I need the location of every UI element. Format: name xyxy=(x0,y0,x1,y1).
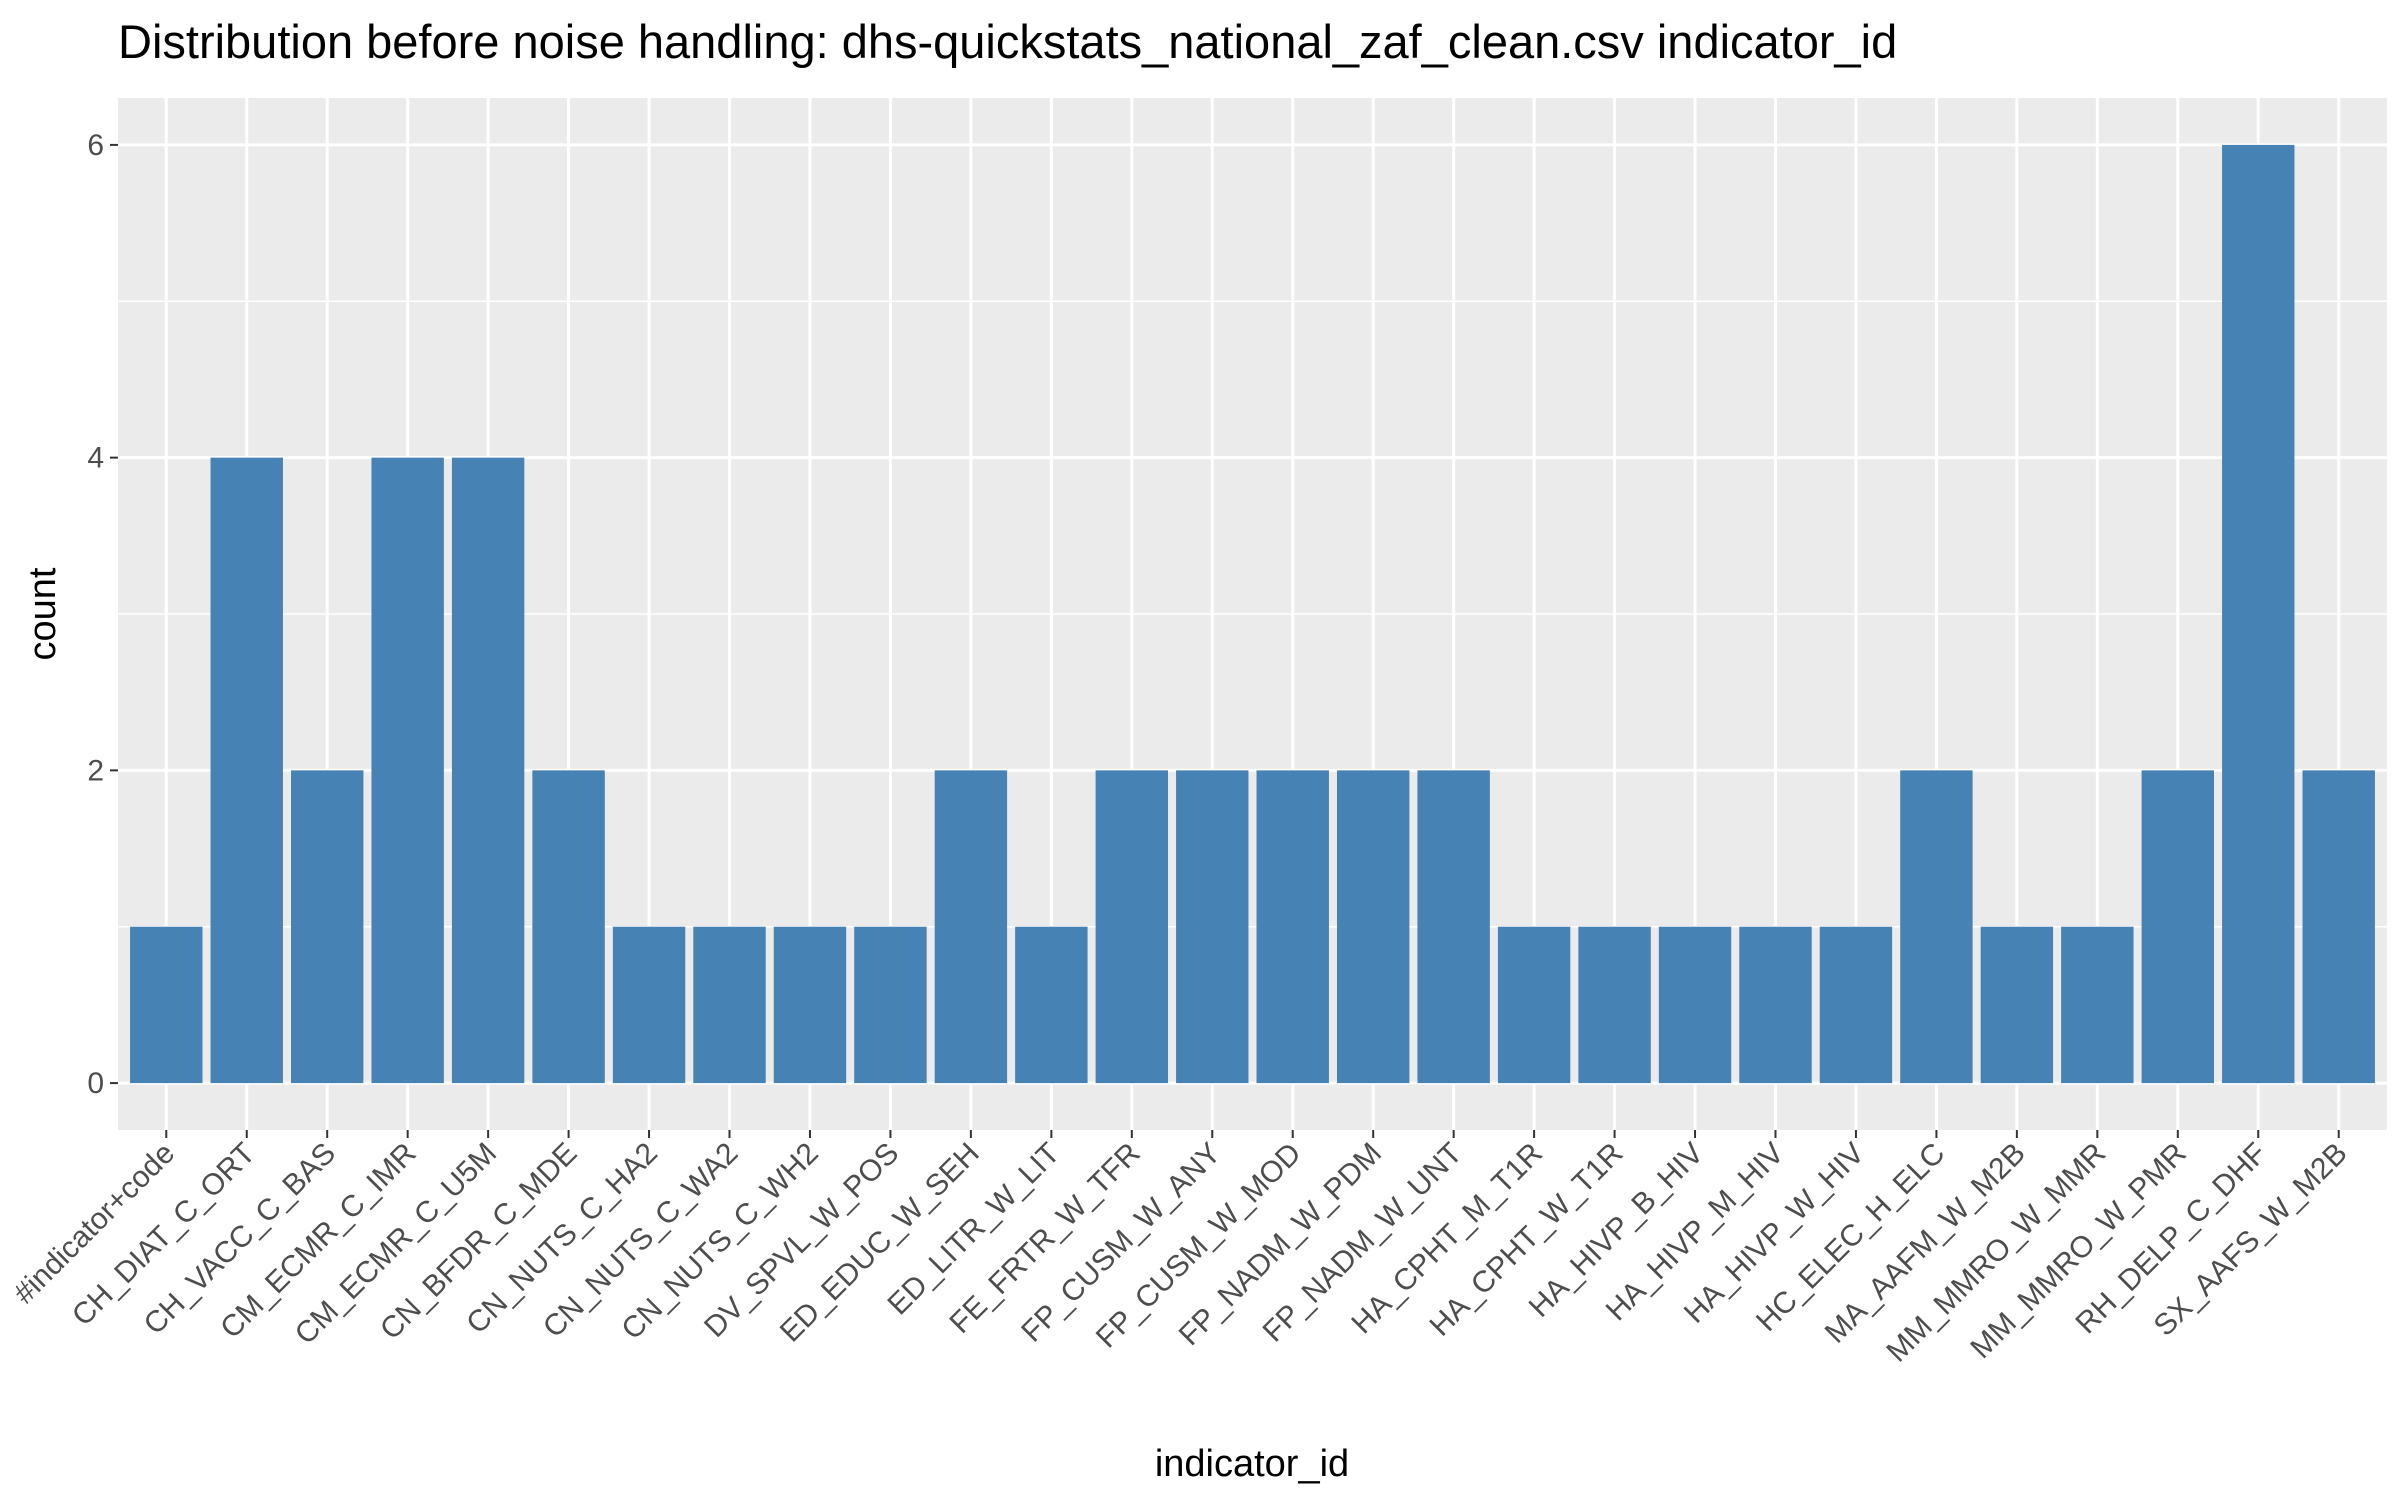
y-axis-title: count xyxy=(22,567,64,660)
bar-FE_FRTR_W_TFR xyxy=(1095,770,1169,1084)
y-tick-label: 4 xyxy=(87,442,104,475)
y-tick-label: 2 xyxy=(87,754,104,787)
bar-MM_MMRO_W_MMR xyxy=(2061,926,2134,1084)
bar-CN_NUTS_C_WA2 xyxy=(693,926,766,1084)
bar-DV_SPVL_W_POS xyxy=(854,926,927,1084)
bar-CN_NUTS_C_HA2 xyxy=(612,926,686,1084)
bar-MM_MMRO_W_PMR xyxy=(2141,770,2215,1084)
bar-HA_CPHT_M_T1R xyxy=(1497,926,1571,1084)
bar-ED_LITR_W_LIT xyxy=(1015,926,1088,1084)
bar-FP_NADM_W_PDM xyxy=(1336,770,1410,1084)
bar-HC_ELEC_H_ELC xyxy=(1900,770,1973,1084)
bar-MA_AAFM_W_M2B xyxy=(1980,926,2054,1084)
bar-CN_NUTS_C_WH2 xyxy=(773,926,847,1084)
bar-ED_EDUC_W_SEH xyxy=(934,770,1008,1084)
bar-HA_HIVP_W_HIV xyxy=(1819,926,1893,1084)
bar-CN_BFDR_C_MDE xyxy=(532,770,605,1084)
bar-#indicator+code xyxy=(130,926,203,1084)
y-tick-label: 0 xyxy=(87,1067,104,1100)
chart-title: Distribution before noise handling: dhs-… xyxy=(118,15,1897,68)
bar-CM_ECMR_C_U5M xyxy=(451,457,525,1084)
bar-CH_DIAT_C_ORT xyxy=(210,457,283,1084)
x-axis-title: indicator_id xyxy=(1155,1443,1349,1485)
bar-FP_CUSM_W_MOD xyxy=(1256,770,1329,1084)
bar-HA_HIVP_M_HIV xyxy=(1739,926,1812,1084)
bar-HA_HIVP_B_HIV xyxy=(1658,926,1732,1084)
bar-CM_ECMR_C_IMR xyxy=(371,457,444,1084)
bar-CH_VACC_C_BAS xyxy=(290,770,364,1084)
bars xyxy=(130,144,2375,1084)
bar-RH_DELP_C_DHF xyxy=(2222,144,2295,1084)
bar-FP_CUSM_W_ANY xyxy=(1176,770,1249,1084)
x-axis: #indicator+codeCH_DIAT_C_ORTCH_VACC_C_BA… xyxy=(8,1130,2354,1369)
y-tick-label: 6 xyxy=(87,129,104,162)
bar-FP_NADM_W_UNT xyxy=(1417,770,1490,1084)
bar-SX_AAFS_W_M2B xyxy=(2302,770,2375,1084)
y-axis: 0 2 4 6 xyxy=(87,129,118,1100)
bar-HA_CPHT_W_T1R xyxy=(1578,926,1651,1084)
